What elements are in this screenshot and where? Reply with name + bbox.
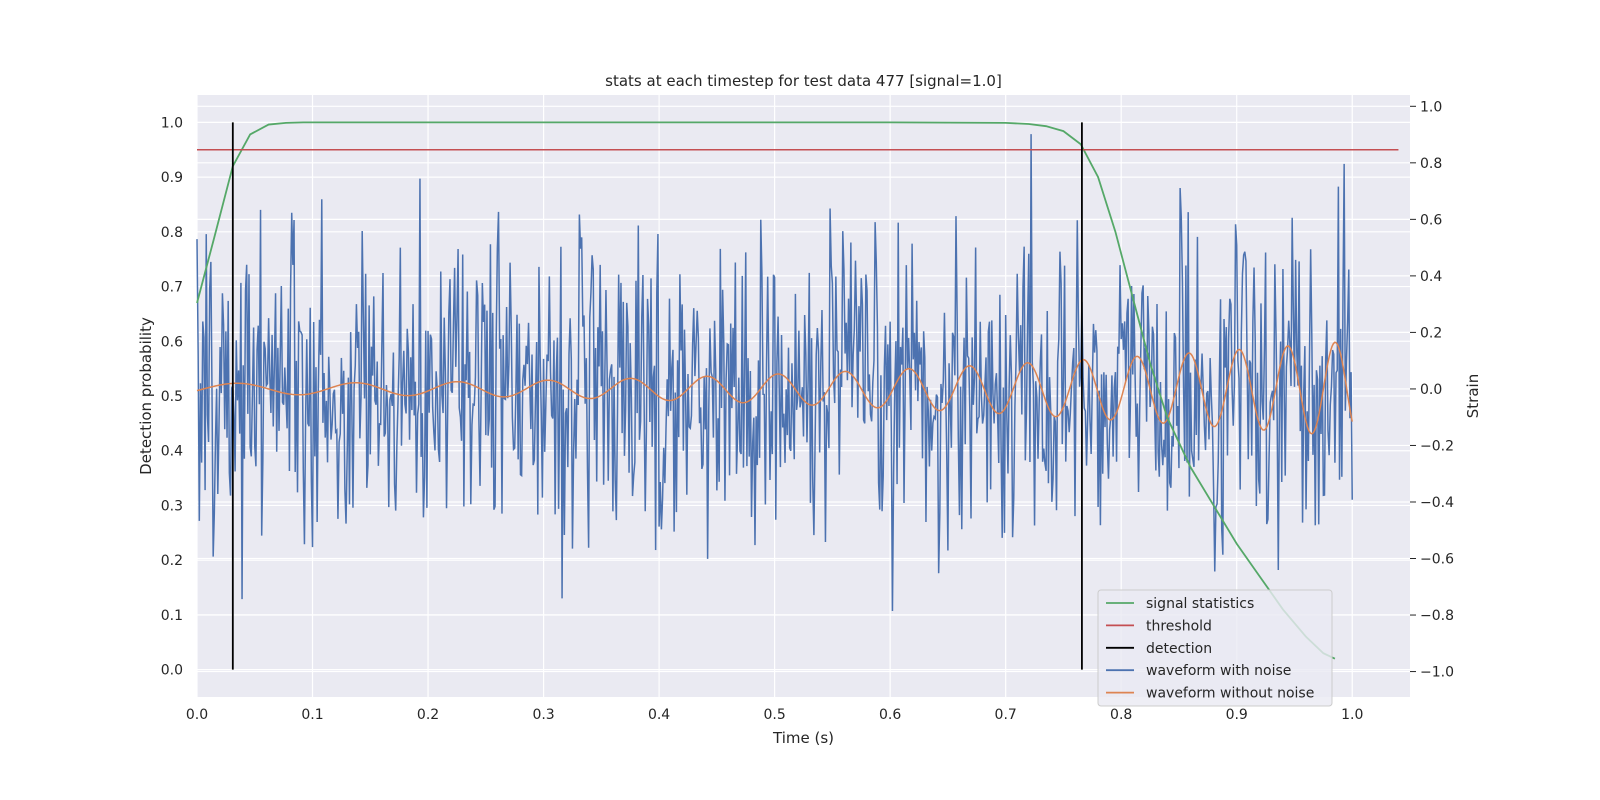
x-tick-label: 1.0 <box>1341 707 1363 723</box>
y-left-tick-label: 0.4 <box>161 444 183 460</box>
y-left-tick-label: 0.9 <box>161 170 183 186</box>
x-tick-label: 0.6 <box>879 707 901 723</box>
y-left-tick-label: 0.5 <box>161 389 183 405</box>
y-right-tick-label: −1.0 <box>1420 665 1454 681</box>
y-right-tick-label: 0.6 <box>1420 212 1442 228</box>
legend-box <box>1097 589 1333 707</box>
y-left-axis-ticks: 0.0 0.1 0.2 0.3 0.4 0.5 0.6 0.7 0.8 0.9 1.0 <box>161 115 183 678</box>
y-left-tick-label: 0.6 <box>161 334 183 350</box>
x-tick-label: 0.5 <box>763 707 785 723</box>
plot-area <box>196 121 1399 670</box>
y-right-axis-label: Strain <box>1464 374 1482 418</box>
y-right-tick-label: 0.2 <box>1420 325 1442 341</box>
legend-label-signal-statistics: signal statistics <box>1146 596 1254 612</box>
x-tick-label: 0.0 <box>186 707 208 723</box>
x-tick-label: 0.8 <box>1110 707 1132 723</box>
y-right-tick-label: 0.0 <box>1420 382 1442 398</box>
y-left-tick-label: 0.2 <box>161 553 183 569</box>
x-tick-label: 0.4 <box>648 707 670 723</box>
y-right-axis-ticks: −1.0 −0.8 −0.6 −0.4 −0.2 0.0 0.2 0.4 0.6 0.8 1.0 <box>1410 99 1454 681</box>
x-axis-ticks: 0.0 0.1 0.2 0.3 0.4 0.5 0.6 0.7 0.8 0.9 1.0 <box>186 707 1364 723</box>
x-tick-label: 0.2 <box>417 707 439 723</box>
y-right-tick-label: 1.0 <box>1420 99 1442 115</box>
waveform-without-noise-line <box>196 341 1353 435</box>
y-right-tick-label: −0.6 <box>1420 552 1454 568</box>
y-left-tick-label: 0.0 <box>161 663 183 679</box>
y-left-tick-label: 0.3 <box>161 498 183 514</box>
y-left-tick-label: 1.0 <box>161 115 183 131</box>
signal-statistics-line <box>196 121 1336 660</box>
legend-label-threshold: threshold <box>1146 618 1212 634</box>
y-right-tick-label: 0.8 <box>1420 156 1442 172</box>
x-tick-label: 0.7 <box>995 707 1017 723</box>
y-left-axis-label: Detection probability <box>137 317 155 475</box>
legend-label-waveform-without-noise: waveform without noise <box>1146 686 1314 702</box>
x-tick-label: 0.1 <box>301 707 323 723</box>
legend-label-waveform-with-noise: waveform with noise <box>1146 663 1291 679</box>
legend: signal statistics threshold detection wa… <box>1097 589 1333 707</box>
x-axis-label: Time (s) <box>772 729 834 747</box>
waveform-with-noise-line <box>196 134 1353 612</box>
y-left-tick-label: 0.8 <box>161 225 183 241</box>
y-right-tick-label: −0.8 <box>1420 608 1454 624</box>
x-tick-label: 0.3 <box>532 707 554 723</box>
chart-title: stats at each timestep for test data 477… <box>605 72 1002 90</box>
legend-label-detection: detection <box>1146 641 1212 657</box>
y-left-tick-label: 0.1 <box>161 608 183 624</box>
y-right-tick-label: 0.4 <box>1420 269 1442 285</box>
y-right-tick-label: −0.4 <box>1420 495 1454 511</box>
y-right-tick-label: −0.2 <box>1420 438 1454 454</box>
x-tick-label: 0.9 <box>1226 707 1248 723</box>
y-left-tick-label: 0.7 <box>161 280 183 296</box>
